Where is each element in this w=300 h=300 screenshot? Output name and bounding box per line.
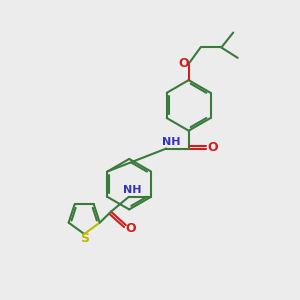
Text: O: O — [178, 57, 189, 70]
Text: O: O — [207, 140, 218, 154]
Text: NH: NH — [162, 137, 180, 147]
Text: O: O — [126, 221, 136, 235]
Text: NH: NH — [123, 185, 142, 195]
Text: S: S — [80, 232, 89, 245]
